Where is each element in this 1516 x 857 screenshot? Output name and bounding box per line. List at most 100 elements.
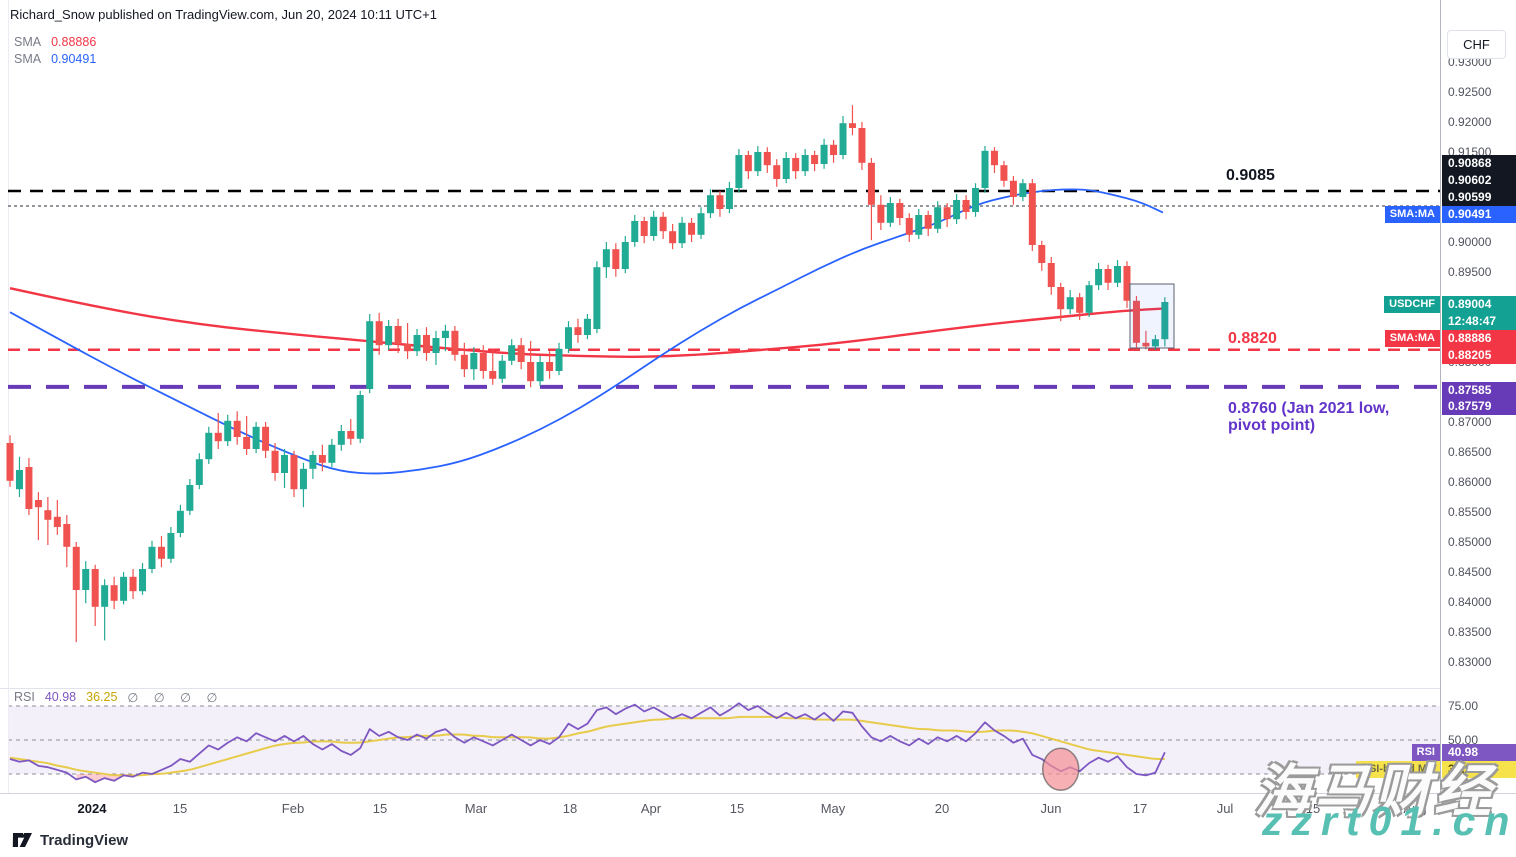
candle-body-up <box>555 348 563 371</box>
candle-body-down <box>394 326 402 344</box>
series-tag-rsi: RSI <box>1411 744 1440 761</box>
sma-fast-label: SMA <box>14 52 42 66</box>
candle-body-down <box>72 546 80 590</box>
candle-body-down <box>6 443 14 481</box>
candle-body-down <box>489 371 497 379</box>
candle-body-down <box>1009 180 1017 197</box>
sma-slow-label: SMA <box>14 35 42 49</box>
candle-body-up <box>820 144 828 164</box>
candle-body-down <box>318 455 326 463</box>
price-axis-label-chip: 40.98 <box>1442 744 1516 761</box>
candle-body-up <box>972 188 980 212</box>
candle-body-up <box>470 353 478 370</box>
candle-body-up <box>195 459 203 485</box>
legend-rsi[interactable]: RSI 40.98 36.25 ∅ ∅ ∅ ∅ <box>14 690 223 705</box>
tradingview-logo[interactable]: TradingView <box>12 830 128 850</box>
candle-body-up <box>1019 183 1027 197</box>
candle-body-up <box>886 203 894 223</box>
level-annotation-text: 0.8820 <box>1228 330 1277 347</box>
candle-body-down <box>716 195 724 209</box>
candle-body-down <box>792 158 800 172</box>
candle-body-up <box>631 221 639 242</box>
candle-body-down <box>375 321 383 346</box>
candle-body-up <box>782 158 790 179</box>
candle-body-down <box>44 510 52 520</box>
candle-body-up <box>328 444 336 463</box>
candle-body-up <box>1085 285 1093 313</box>
candle-body-down <box>53 516 61 527</box>
candle-body-down <box>962 200 970 212</box>
time-axis-label: 15 <box>372 801 388 816</box>
candle-body-down <box>404 344 412 352</box>
sma-slow-line <box>9 287 1164 358</box>
price-axis[interactable]: 0.930000.925000.920000.915000.910000.905… <box>1440 0 1516 793</box>
legend-sma-slow[interactable]: SMA 0.88886 <box>14 35 96 49</box>
candle-body-down <box>1142 342 1150 347</box>
candle-body-down <box>574 327 582 335</box>
candle-body-down <box>990 150 998 166</box>
rsi-ma-value: 36.25 <box>86 690 118 704</box>
candle-body-up <box>337 431 345 445</box>
rsi-line <box>9 702 1166 784</box>
candle-body-down <box>924 215 932 229</box>
candle-body-up <box>678 222 686 244</box>
price-axis-tick: 0.83500 <box>1448 625 1492 639</box>
candle-body-down <box>546 362 554 371</box>
price-axis-label-chip: 36.25 <box>1442 761 1516 778</box>
time-axis-label: May <box>820 801 846 816</box>
candle-body-down <box>612 249 620 269</box>
candle-body-down <box>243 437 251 449</box>
candle-body-up <box>915 215 923 235</box>
candle-body-down <box>1104 269 1112 283</box>
candle-body-up <box>754 152 762 172</box>
candle-body-down <box>905 218 913 235</box>
time-axis-label: Jul <box>1216 801 1234 816</box>
rsi-circle-annotation <box>1041 747 1080 791</box>
tradingview-brand-text: TradingView <box>40 831 129 849</box>
candle-body-up <box>120 576 128 601</box>
candle-body-up <box>281 455 289 473</box>
rsi-axis-tick: 50.00 <box>1448 733 1479 747</box>
price-axis-tick: 0.92500 <box>1448 85 1492 99</box>
rsi-legend-title: RSI <box>14 690 35 704</box>
price-axis-tick: 0.87000 <box>1448 415 1492 429</box>
candle-body-up <box>934 207 942 229</box>
candle-body-up <box>536 362 544 382</box>
price-axis-label-chip: 0.88205 <box>1442 347 1516 364</box>
candle-body-down <box>1132 300 1140 343</box>
publish-header: Richard_Snow published on TradingView.co… <box>10 7 437 22</box>
candle-body-down <box>858 128 866 163</box>
candle-body-down <box>867 162 875 205</box>
candle-body-up <box>839 123 847 155</box>
candle-body-down <box>527 362 535 382</box>
candle-body-up <box>176 510 184 533</box>
series-tag-sma-ma: SMA:MA <box>1384 330 1440 347</box>
candle-body-up <box>621 242 629 269</box>
candle-body-down <box>1000 165 1008 181</box>
candle-body-down <box>347 431 355 439</box>
time-axis-label: Feb <box>281 801 305 816</box>
price-axis-tick: 0.83000 <box>1448 655 1492 669</box>
candle-body-down <box>423 335 431 353</box>
level-annotation-text: 0.9085 <box>1226 167 1275 184</box>
time-axis[interactable]: 2024 15 Feb 15 Mar 18 Apr 15 May 20 Jun 17 Jul 15 Aug <box>0 793 1516 825</box>
candle-body-up <box>498 360 506 379</box>
price-axis-tick: 0.90000 <box>1448 235 1492 249</box>
chart-canvas[interactable] <box>0 0 1440 793</box>
price-axis-tick: 0.86000 <box>1448 475 1492 489</box>
rsi-value: 40.98 <box>44 690 77 704</box>
candle-body-down <box>110 585 118 601</box>
legend-sma-fast[interactable]: SMA 0.90491 <box>14 52 96 66</box>
candle-body-down <box>25 467 33 509</box>
candle-body-up <box>1151 339 1159 347</box>
candle-body-up <box>981 150 989 188</box>
price-axis-label-chip: 0.90491 <box>1442 206 1516 223</box>
candle-body-up <box>366 321 374 389</box>
candle-body-up <box>650 216 658 236</box>
candle-body-up <box>139 569 147 592</box>
currency-toggle-button[interactable]: CHF <box>1447 30 1506 59</box>
candle-body-up <box>309 455 317 469</box>
candle-body-up <box>101 585 109 607</box>
candle-body-down <box>1047 263 1055 287</box>
candle-body-up <box>1095 269 1103 286</box>
